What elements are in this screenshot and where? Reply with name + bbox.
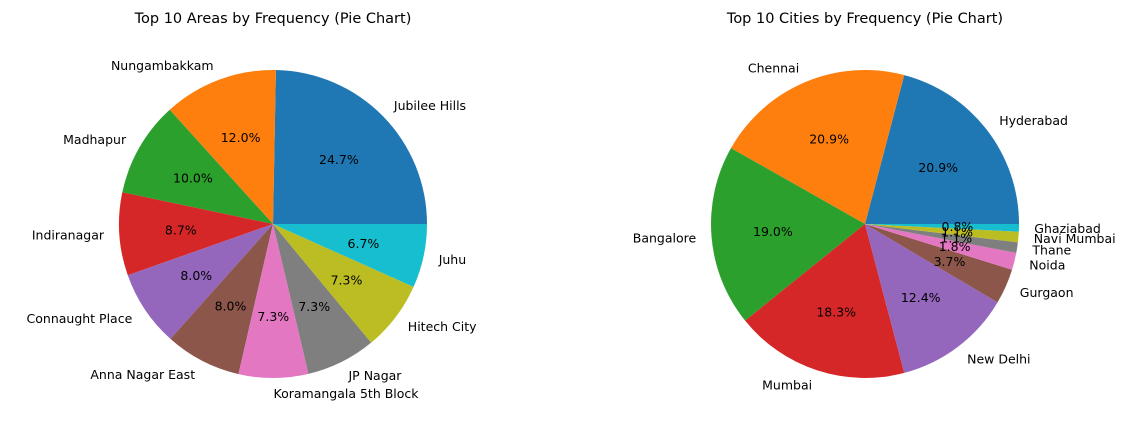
city-pct-bangalore: 19.0%: [753, 224, 793, 239]
city-pct-navi-mumbai: 1.1%: [941, 224, 973, 239]
city-pct-new-delhi: 12.4%: [901, 290, 941, 305]
city-slice-mumbai: [745, 224, 905, 378]
area-label-nungambakkam: Nungambakkam: [111, 58, 214, 73]
area-slice-nungambakkam: [169, 70, 276, 224]
city-label-thane: Thane: [1031, 243, 1071, 258]
city-slice-new-delhi: [865, 224, 998, 373]
areas-slices: [119, 70, 427, 379]
area-slice-jubilee-hills: [273, 70, 427, 224]
area-slice-anna-nagar-east: [170, 224, 273, 375]
city-pct-ghaziabad: 0.8%: [942, 219, 974, 234]
city-label-bangalore: Bangalore: [633, 230, 697, 245]
city-slice-ghaziabad: [865, 224, 1019, 232]
city-slice-bangalore: [711, 148, 865, 321]
city-label-mumbai: Mumbai: [762, 377, 812, 392]
area-pct-juhu: 6.7%: [348, 236, 380, 251]
area-label-madhapur: Madhapur: [63, 132, 127, 147]
city-label-navi-mumbai: Navi Mumbai: [1034, 231, 1116, 246]
city-pct-noida: 1.8%: [939, 239, 971, 254]
area-pct-jp-nagar: 7.3%: [298, 299, 330, 314]
city-slice-gurgaon: [865, 224, 1013, 303]
cities-pie-chart: Top 10 Cities by Frequency (Pie Chart) H…: [633, 11, 1116, 392]
city-slice-hyderabad: [865, 75, 1020, 224]
city-slice-noida: [865, 224, 1017, 270]
area-slice-madhapur: [122, 109, 273, 224]
area-pct-madhapur: 10.0%: [173, 171, 213, 186]
city-slice-chennai: [730, 69, 905, 224]
area-slice-jp-nagar: [273, 224, 372, 374]
area-pct-hitech-city: 7.3%: [331, 272, 363, 287]
area-pct-koramangala-5th-block: 7.3%: [257, 309, 289, 324]
area-label-anna-nagar-east: Anna Nagar East: [90, 367, 195, 382]
area-label-juhu: Juhu: [438, 252, 466, 267]
area-slice-koramangala-5th-block: [238, 224, 309, 379]
area-label-koramangala-5th-block: Koramangala 5th Block: [274, 386, 420, 401]
area-slice-juhu: [273, 224, 427, 287]
area-label-jubilee-hills: Jubilee Hills: [393, 98, 466, 113]
city-pct-chennai: 20.9%: [809, 131, 849, 146]
city-pct-mumbai: 18.3%: [816, 304, 856, 319]
city-label-ghaziabad: Ghaziabad: [1034, 221, 1101, 236]
area-pct-indiranagar: 8.7%: [165, 223, 197, 238]
area-label-hitech-city: Hitech City: [408, 319, 477, 334]
area-pct-anna-nagar-east: 8.0%: [215, 299, 247, 314]
city-pct-thane: 1.1%: [940, 231, 972, 246]
area-label-jp-nagar: JP Nagar: [348, 368, 403, 383]
cities-chart-title: Top 10 Cities by Frequency (Pie Chart): [726, 11, 1003, 27]
cities-labels: Hyderabad 20.9% Chennai 20.9% Bangalore 19.0%…: [633, 60, 1116, 392]
cities-slices: [711, 69, 1020, 378]
city-label-noida: Noida: [1029, 258, 1065, 273]
city-label-hyderabad: Hyderabad: [999, 113, 1068, 128]
city-slice-navi-mumbai: [865, 224, 1019, 243]
area-slice-hitech-city: [273, 224, 414, 343]
areas-pie-chart: Top 10 Areas by Frequency (Pie Chart) Ju…: [27, 11, 478, 401]
area-slice-connaught-place: [127, 224, 273, 339]
area-slice-indiranagar: [119, 192, 274, 276]
city-label-gurgaon: Gurgaon: [1020, 285, 1074, 300]
area-label-connaught-place: Connaught Place: [27, 311, 133, 326]
city-pct-gurgaon: 3.7%: [934, 254, 966, 269]
area-pct-connaught-place: 8.0%: [180, 268, 212, 283]
city-slice-thane: [865, 224, 1018, 253]
city-pct-hyderabad: 20.9%: [918, 160, 958, 175]
areas-labels: Jubilee Hills 24.7% Nungambakkam 12.0% Madha…: [27, 58, 478, 401]
city-label-chennai: Chennai: [748, 60, 799, 75]
area-label-indiranagar: Indiranagar: [32, 228, 105, 243]
city-label-new-delhi: New Delhi: [967, 352, 1030, 367]
area-pct-nungambakkam: 12.0%: [221, 130, 261, 145]
areas-chart-title: Top 10 Areas by Frequency (Pie Chart): [134, 11, 412, 27]
area-pct-jubilee-hills: 24.7%: [319, 152, 359, 167]
